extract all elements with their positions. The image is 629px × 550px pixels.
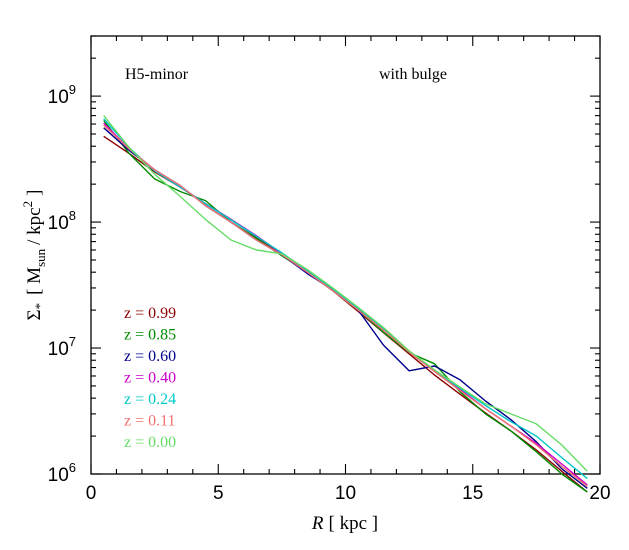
y-axis-mid: / kpc xyxy=(24,207,45,244)
y-tick-exponent: 6 xyxy=(69,460,76,475)
y-tick-base: 10 xyxy=(48,87,69,108)
y-tick-label: 108 xyxy=(48,208,76,234)
y-tick-exponent: 9 xyxy=(69,82,76,97)
series-lines xyxy=(103,115,588,493)
legend-entry-0: z = 0.99 xyxy=(124,305,176,322)
y-axis-sigma: Σ xyxy=(24,309,45,320)
y-tick-base: 10 xyxy=(48,339,69,360)
x-axis-label: R[ kpc ] xyxy=(311,513,378,534)
legend-entry-3: z = 0.40 xyxy=(124,370,176,387)
y-axis-star: * xyxy=(32,303,47,310)
annotation-right: with bulge xyxy=(379,66,447,83)
y-axis-sun: sun xyxy=(33,248,48,267)
y-tick-base: 10 xyxy=(48,465,69,486)
x-tick-label: 5 xyxy=(213,483,224,504)
y-tick-label: 106 xyxy=(48,460,76,486)
legend-entry-4: z = 0.24 xyxy=(124,391,176,408)
series-line-6 xyxy=(103,115,588,472)
y-tick-label: 109 xyxy=(48,82,76,108)
y-axis-sup: 2 xyxy=(20,201,35,208)
legend-entry-5: z = 0.11 xyxy=(124,413,176,430)
series-line-5 xyxy=(103,124,588,487)
series-line-3 xyxy=(103,122,588,486)
y-tick-exponent: 7 xyxy=(69,334,76,349)
legend-entry-6: z = 0.00 xyxy=(124,434,176,451)
series-line-4 xyxy=(103,118,588,480)
x-axis-unit: [ kpc ] xyxy=(329,513,379,534)
y-tick-label: 107 xyxy=(48,334,76,360)
y-axis-open: [ M xyxy=(24,267,45,295)
x-tick-label: 0 xyxy=(86,483,97,504)
x-tick-label: 10 xyxy=(335,483,356,504)
legend-entry-2: z = 0.60 xyxy=(124,348,176,365)
annotation-left: H5-minor xyxy=(125,66,189,83)
x-tick-label: 20 xyxy=(589,483,610,504)
legend: z = 0.99 z = 0.85 z = 0.60 z = 0.40 z = 0.24… xyxy=(124,305,176,451)
legend-entry-1: z = 0.85 xyxy=(124,327,176,344)
x-axis-variable: R xyxy=(311,513,324,534)
series-line-1 xyxy=(103,120,588,493)
y-axis-label: Σ* [ Msun / kpc2] xyxy=(20,190,48,321)
y-axis-close: ] xyxy=(24,190,45,196)
y-tick-exponent: 8 xyxy=(69,208,76,223)
plot-frame xyxy=(90,35,601,475)
y-tick-base: 10 xyxy=(48,213,69,234)
x-tick-label: 15 xyxy=(462,483,483,504)
